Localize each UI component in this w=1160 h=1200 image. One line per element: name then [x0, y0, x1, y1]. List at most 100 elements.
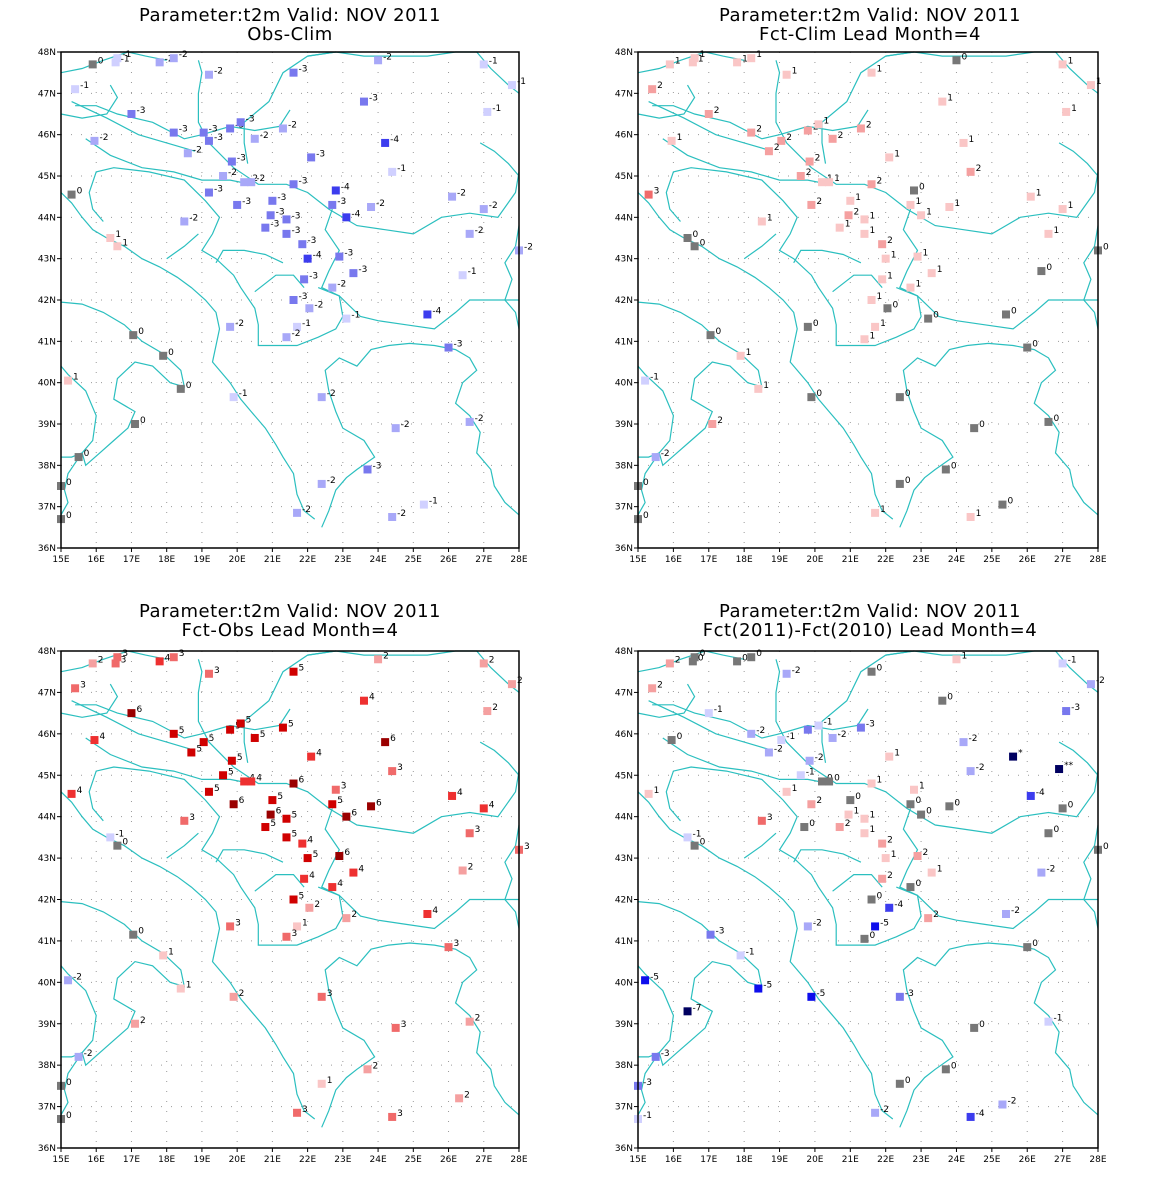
station-value: -7 — [693, 1003, 702, 1013]
station-value: -1 — [489, 56, 498, 66]
station-marker — [814, 721, 823, 730]
coastline — [71, 700, 196, 751]
station-marker — [764, 147, 773, 156]
station-value: 5 — [179, 726, 185, 736]
station-marker — [335, 252, 344, 261]
station-value: 6 — [390, 734, 396, 744]
lat-tick-label: 44N — [615, 813, 633, 823]
station-marker — [458, 866, 467, 875]
station-value: -5 — [650, 972, 659, 982]
station-value: 3 — [475, 825, 481, 835]
lat-tick-label: 43N — [38, 854, 56, 864]
lon-tick-label: 15E — [52, 555, 69, 565]
station-value: 1 — [891, 251, 897, 261]
coastline — [321, 942, 520, 1128]
station-value: -3 — [237, 154, 246, 164]
station-marker — [1086, 81, 1095, 90]
lon-tick-label: 25E — [983, 555, 1000, 565]
coastline — [504, 225, 520, 330]
station-marker — [910, 186, 918, 195]
station-value: 1 — [677, 133, 683, 143]
station-value: 1 — [1068, 56, 1074, 66]
station-marker — [690, 653, 699, 662]
station-value: 5 — [313, 850, 319, 860]
station-marker — [159, 351, 168, 360]
station-marker — [226, 922, 235, 931]
station-marker — [289, 895, 298, 904]
coastline — [166, 832, 199, 859]
station-value: -3 — [307, 236, 316, 246]
station-marker — [111, 58, 120, 67]
lon-tick-label: 15E — [629, 555, 646, 565]
station-marker — [807, 800, 816, 809]
station-value: 3 — [122, 649, 128, 659]
station-marker — [1037, 868, 1046, 877]
station-value: 0 — [1103, 242, 1109, 252]
station-marker — [913, 252, 922, 261]
station-value: 4 — [256, 773, 262, 783]
lat-tick-label: 38N — [38, 461, 56, 471]
station-value: 0 — [892, 300, 898, 310]
station-value: -2 — [475, 414, 484, 424]
station-marker — [261, 823, 270, 832]
station-value: 4 — [358, 865, 364, 875]
lon-tick-label: 26E — [440, 1155, 457, 1165]
station-value: -3 — [643, 1078, 652, 1088]
station-marker — [867, 180, 876, 189]
station-value: 3 — [767, 813, 773, 823]
station-value: 1 — [855, 193, 861, 203]
station-marker — [683, 1007, 692, 1016]
station-value: 2 — [717, 416, 723, 426]
lat-tick-label: 37N — [615, 503, 633, 513]
station-value: -1 — [714, 705, 723, 715]
station-marker — [391, 424, 400, 433]
station-value: -2 — [397, 509, 406, 519]
station-value: -1 — [823, 718, 832, 728]
station-value: 5 — [260, 730, 266, 740]
station-value: -1 — [643, 1111, 652, 1121]
station-marker — [363, 465, 372, 474]
station-value: -3 — [136, 106, 145, 116]
map-panel-fct-obs: Parameter:t2m Valid: NOV 2011 Fct-Obs Le… — [0, 600, 580, 1200]
station-map: 2334333522264245555555654544633456565556… — [38, 647, 530, 1165]
station-marker — [683, 833, 692, 842]
coastline — [60, 301, 186, 467]
station-marker — [363, 1065, 372, 1074]
station-marker — [644, 789, 653, 798]
station-value: -3 — [344, 249, 353, 259]
station-value: 1 — [122, 238, 128, 248]
coastline — [215, 849, 284, 863]
station-marker — [219, 771, 228, 780]
station-value: -1 — [302, 319, 311, 329]
station-marker — [479, 804, 488, 813]
station-marker — [236, 118, 245, 127]
panel-title-line1: Parameter:t2m Valid: NOV 2011 — [139, 601, 441, 622]
station-marker — [247, 777, 256, 786]
station-marker — [1044, 829, 1053, 838]
lon-tick-label: 24E — [370, 1155, 387, 1165]
station-value: 6 — [299, 776, 305, 786]
station-marker — [941, 1065, 950, 1074]
coastline — [637, 901, 763, 1067]
station-marker — [1044, 1017, 1053, 1026]
station-marker — [226, 322, 235, 331]
station-marker — [895, 992, 904, 1001]
station-marker — [704, 709, 713, 718]
station-marker — [867, 296, 876, 304]
coastline — [637, 451, 661, 516]
station-value: 1 — [1068, 201, 1074, 211]
station-marker — [229, 393, 238, 402]
lat-tick-label: 43N — [615, 854, 633, 864]
station-value: 4 — [489, 800, 495, 810]
station-value: -2 — [976, 763, 985, 773]
station-marker — [970, 1023, 979, 1032]
station-marker — [317, 479, 326, 488]
station-marker — [169, 653, 178, 662]
station-value: 0 — [66, 511, 72, 521]
station-marker — [782, 70, 791, 79]
station-value: 2 — [475, 1014, 481, 1024]
station-marker — [64, 976, 73, 985]
station-value: -1 — [693, 829, 702, 839]
station-marker — [266, 211, 275, 220]
station-marker — [176, 984, 185, 993]
